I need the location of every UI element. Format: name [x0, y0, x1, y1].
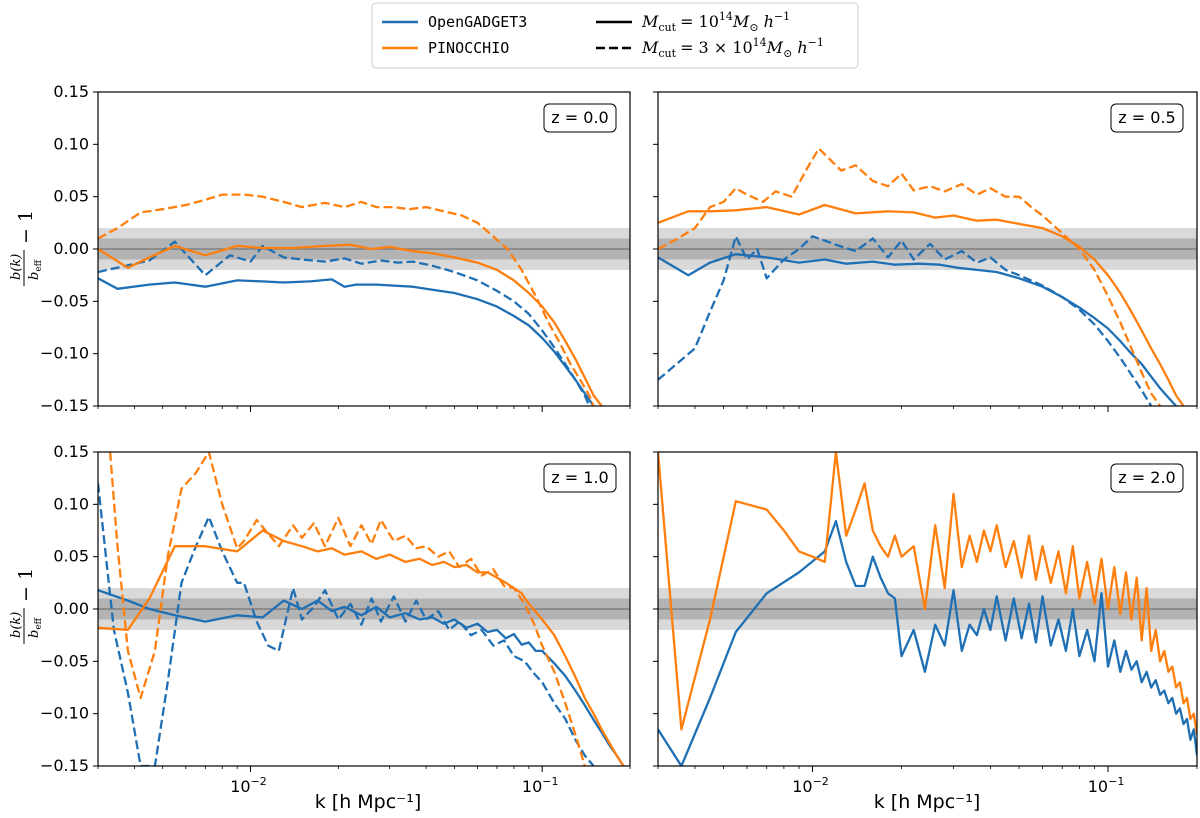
panel-z-1-0: 0.15 0.10 0.05 0.00 −0.05 −0.10 −0.15 10−2 10−1 z…	[40, 442, 631, 796]
legend-label-mcut-3e14: Mcut = 3 × 1014M⊙ h−1	[641, 36, 824, 60]
y-tick-label: 0.00	[53, 599, 89, 618]
redshift-box	[543, 463, 617, 493]
y-tick-label: −0.10	[40, 704, 89, 723]
legend-hexp-2: −1	[808, 36, 824, 49]
legend: OpenGADGET3 PINOCCHIO Mcut = 1014M⊙ h−1 M…	[371, 2, 859, 69]
redshift-label: z = 0.0	[551, 108, 608, 127]
legend-label-opengadget3: OpenGADGET3	[428, 13, 527, 31]
y-label-den-base: b	[27, 630, 42, 638]
series-pinocchio-solid	[658, 452, 1197, 735]
panel-z-0-0: 0.15 0.10 0.05 0.00 −0.05 −0.10 −0.15 z = 0.0	[40, 82, 631, 415]
legend-label-pinocchio: PINOCCHIO	[428, 39, 509, 57]
y-tick-label: 0.05	[53, 187, 89, 206]
y-label-den-sub: eff	[34, 617, 44, 629]
series-opengadget3-solid	[658, 519, 1197, 766]
legend-hexp-1: −1	[774, 10, 790, 23]
legend-frame	[371, 2, 859, 69]
series-opengadget3-solid	[98, 277, 595, 406]
y-tick-label: 0.15	[53, 442, 89, 461]
y-label-den-base: b	[27, 272, 42, 280]
legend-sun-2: ⊙	[783, 47, 792, 60]
legend-exp-2: 14	[753, 36, 767, 49]
legend-sub-2: cut	[658, 47, 676, 60]
y-label-denominator: beff	[27, 259, 44, 280]
series-opengadget3-dashed	[98, 483, 595, 766]
redshift-box	[543, 103, 617, 133]
series-pinocchio-dashed	[108, 452, 586, 766]
series-opengadget3-dashed	[658, 235, 1153, 406]
legend-h-1: h	[759, 12, 774, 31]
series-pinocchio-solid	[658, 203, 1185, 406]
x-tick-label: 10−1	[522, 775, 559, 796]
y-label-minus-one: − 1	[15, 210, 37, 244]
series-group	[98, 193, 603, 406]
y-label-denominator: beff	[27, 617, 44, 638]
x-axis-label-right: k [h Mpc⁻¹]	[874, 791, 981, 813]
y-tick-label: −0.15	[40, 396, 89, 415]
x-axis-label-left: k [h Mpc⁻¹]	[315, 791, 422, 813]
legend-sun-1: ⊙	[749, 21, 758, 34]
y-tick-label: 0.05	[53, 547, 89, 566]
legend-sub-1: cut	[658, 21, 676, 34]
x-tick-label: 10−2	[230, 775, 267, 796]
y-tick-label: 0.00	[53, 239, 89, 258]
series-pinocchio-dashed	[658, 147, 1162, 406]
redshift-box	[1110, 103, 1184, 133]
series-opengadget3-dashed	[98, 240, 591, 406]
x-tick-label: 10−2	[792, 775, 829, 796]
series-group	[658, 452, 1197, 766]
legend-exp-1: 14	[719, 10, 733, 23]
legend-label-mcut-1e14: Mcut = 1014M⊙ h−1	[641, 10, 790, 34]
y-label-den-sub: eff	[34, 259, 44, 271]
panels: 0.15 0.10 0.05 0.00 −0.05 −0.10 −0.15 z = 0.0 z …	[40, 82, 1198, 796]
y-tick-label: 0.10	[53, 134, 89, 153]
x-tick-label: 10−1	[1088, 775, 1125, 796]
series-pinocchio-solid	[98, 243, 603, 406]
legend-rhs-2: = 3 × 10	[680, 38, 753, 57]
redshift-label: z = 1.0	[551, 468, 608, 487]
legend-m-2: M	[766, 38, 784, 57]
y-tick-label: −0.15	[40, 756, 89, 775]
panel-z-2-0: 10−2 10−1 z = 2.0	[653, 451, 1198, 796]
series-group	[658, 147, 1185, 406]
redshift-box	[1110, 463, 1184, 493]
y-label-minus-one: − 1	[15, 568, 37, 602]
legend-h-2: h	[792, 38, 807, 57]
y-label-numerator: b(k)	[9, 612, 24, 638]
legend-m-1: M	[732, 12, 750, 31]
y-axis-label-top: b(k) beff − 1	[9, 210, 44, 286]
redshift-label: z = 0.5	[1118, 108, 1175, 127]
y-tick-label: 0.10	[53, 494, 89, 513]
legend-rhs-1: = 10	[680, 12, 719, 31]
series-opengadget3-solid	[98, 589, 625, 766]
y-tick-label: −0.10	[40, 344, 89, 363]
y-tick-label: 0.15	[53, 82, 89, 101]
series-pinocchio-dashed	[98, 193, 595, 406]
y-label-numerator: b(k)	[9, 254, 24, 280]
y-axis-label-bottom: b(k) beff − 1	[9, 568, 44, 644]
redshift-label: z = 2.0	[1118, 468, 1175, 487]
panel-z-0-5: z = 0.5	[653, 91, 1198, 412]
y-tick-label: −0.05	[40, 291, 89, 310]
series-group	[98, 452, 625, 766]
y-tick-label: −0.05	[40, 651, 89, 670]
